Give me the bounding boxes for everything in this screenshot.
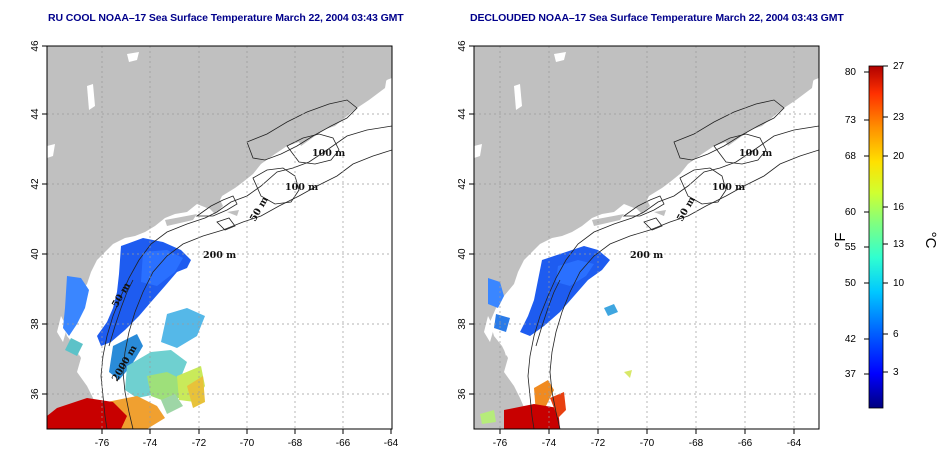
celsius-tick: 13 <box>893 239 905 250</box>
colorbar-fahrenheit-axis: 80 73 68 60 55 50 42 37 °F <box>832 67 869 380</box>
contour-label: 100 m <box>285 182 318 193</box>
contour-label: 100 m <box>312 148 345 159</box>
celsius-tick: 23 <box>893 112 905 123</box>
right-panel-title: DECLOUDED NOAA–17 Sea Surface Temperatur… <box>470 12 844 24</box>
fahrenheit-tick: 73 <box>845 115 857 126</box>
celsius-tick: 27 <box>893 61 905 72</box>
lon-tick-label: -64 <box>384 438 399 449</box>
celsius-tick: 3 <box>893 367 899 378</box>
lon-tick-label: -74 <box>542 438 557 449</box>
lon-tick-label: -72 <box>591 438 606 449</box>
fahrenheit-tick: 50 <box>845 278 857 289</box>
lon-tick-label: -70 <box>640 438 655 449</box>
lat-tick-label: 44 <box>30 108 41 120</box>
lat-tick-label: 36 <box>457 388 468 400</box>
fahrenheit-tick: 42 <box>845 334 857 345</box>
lon-tick-label: -66 <box>738 438 753 449</box>
map-frame <box>46 45 393 430</box>
right-map-panel: 100 m 100 m 50 m 200 m 46 44 42 40 38 36 <box>457 40 820 449</box>
lon-tick-label: -66 <box>336 438 351 449</box>
lat-tick-label: 44 <box>457 108 468 120</box>
lat-tick-label: 40 <box>30 248 41 260</box>
grid-lines <box>474 46 819 429</box>
lat-tick-label: 38 <box>30 318 41 330</box>
colorbar-celsius-axis: 27 23 20 16 13 10 6 3 °C <box>883 61 939 378</box>
lat-tick-label: 42 <box>457 178 468 190</box>
fahrenheit-tick: 37 <box>845 369 857 380</box>
contour-label: 100 m <box>712 182 745 193</box>
celsius-unit-label: °C <box>922 232 939 249</box>
celsius-tick: 6 <box>893 329 899 340</box>
left-map-panel: 100 m 100 m 50 m 200 m 50 m 2000 m 46 44… <box>30 40 399 449</box>
lat-tick-label: 46 <box>30 40 41 52</box>
fahrenheit-tick: 68 <box>845 151 857 162</box>
lon-axis-right: -76 -74 -72 -70 -68 -66 -64 <box>493 429 802 449</box>
temperature-colorbar: 80 73 68 60 55 50 42 37 °F 27 23 20 16 1… <box>832 61 939 409</box>
left-panel-title: RU COOL NOAA–17 Sea Surface Temperature … <box>48 12 404 24</box>
celsius-tick: 10 <box>893 278 905 289</box>
lon-tick-label: -64 <box>787 438 802 449</box>
celsius-tick: 16 <box>893 202 905 213</box>
lon-tick-label: -72 <box>192 438 207 449</box>
lon-tick-label: -68 <box>689 438 704 449</box>
lon-tick-label: -68 <box>288 438 303 449</box>
lat-axis-left: 46 44 42 40 38 36 <box>30 40 47 400</box>
lat-tick-label: 40 <box>457 248 468 260</box>
lat-axis-right: 46 44 42 40 38 36 <box>457 40 474 400</box>
lon-tick-label: -76 <box>493 438 508 449</box>
lat-tick-label: 42 <box>30 178 41 190</box>
fahrenheit-tick: 80 <box>845 67 857 78</box>
grid-lines <box>47 46 392 429</box>
lon-tick-label: -76 <box>95 438 110 449</box>
lon-axis-left: -76 -74 -72 -70 -68 -66 -64 <box>95 429 399 449</box>
contour-label: 200 m <box>203 250 236 261</box>
celsius-tick: 20 <box>893 151 905 162</box>
contour-label: 100 m <box>739 148 772 159</box>
lon-tick-label: -74 <box>143 438 158 449</box>
sst-data-left <box>47 238 205 429</box>
fahrenheit-unit-label: °F <box>832 232 849 247</box>
colorbar-gradient <box>868 65 884 409</box>
lat-tick-label: 46 <box>457 40 468 52</box>
fahrenheit-tick: 60 <box>845 207 857 218</box>
fahrenheit-tick: 55 <box>845 242 857 253</box>
lat-tick-label: 38 <box>457 318 468 330</box>
contour-label: 200 m <box>630 250 663 261</box>
lon-tick-label: -70 <box>240 438 255 449</box>
lat-tick-label: 36 <box>30 388 41 400</box>
